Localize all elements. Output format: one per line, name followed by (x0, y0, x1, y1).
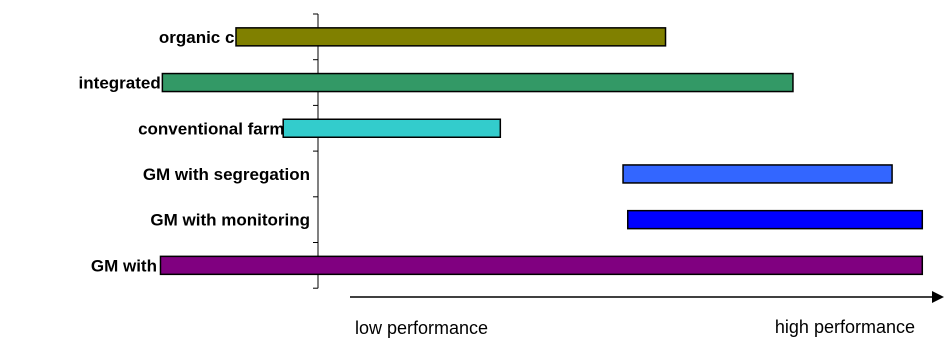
range-bar (159, 255, 924, 276)
high-performance-label: high performance (775, 317, 915, 337)
range-bar (622, 164, 893, 184)
range-bar (161, 72, 794, 93)
range-bars (159, 27, 924, 276)
range-bar (282, 118, 502, 138)
category-label: GM with monitoring (150, 211, 310, 230)
axis-arrowhead-icon (932, 291, 944, 303)
category-label: conventional farming (138, 119, 310, 138)
low-performance-label: low performance (355, 318, 488, 338)
category-axis (313, 13, 319, 289)
performance-axis: low performance high performance (350, 291, 944, 338)
range-bar (627, 209, 924, 230)
category-label: GM with segregation (143, 165, 310, 184)
range-bar (235, 27, 667, 47)
